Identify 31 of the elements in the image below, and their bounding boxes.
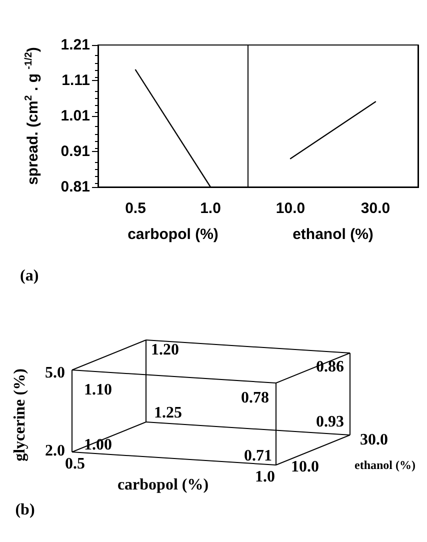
text: 2.0 [45,442,65,460]
x-tick-label: 1.0 [200,200,221,217]
y-tick-label: 0.91 [60,143,90,160]
text: 10.0 [291,458,319,476]
text: glycerine (%) [12,368,28,462]
text: 5.0 [45,364,65,382]
text: ethanol (%) [354,458,416,472]
text: 1.10 [84,382,112,398]
text: 1.00 [84,436,112,454]
y-tick-label: 1.21 [60,36,90,54]
text: (a) [20,268,39,284]
x-axis-title: carbopol (%) [128,226,218,243]
x-axis-title: ethanol (%) [292,226,374,243]
x-tick-label: 30.0 [360,200,390,217]
text: 0.71 [244,448,272,464]
text: 0.5 [65,456,85,472]
y-tick-label: 1.11 [62,72,90,89]
y-tick-label: 1.01 [60,108,90,124]
text: 1.0 [255,468,275,486]
text: 1.25 [154,404,182,422]
text: 0.86 [316,358,344,376]
x-tick-label: 10.0 [276,200,306,217]
y-tick-label: 0.81 [60,178,90,196]
text: (b) [15,502,35,518]
text: 0.78 [241,390,269,406]
text: carbopol (%) [117,476,209,494]
text: 1.20 [151,342,179,358]
y-axis-title: spread. (cm2 . g -1/2) [24,47,42,185]
text: 0.93 [316,414,344,430]
text: 30.0 [360,432,388,448]
x-tick-label: 0.5 [125,200,146,217]
